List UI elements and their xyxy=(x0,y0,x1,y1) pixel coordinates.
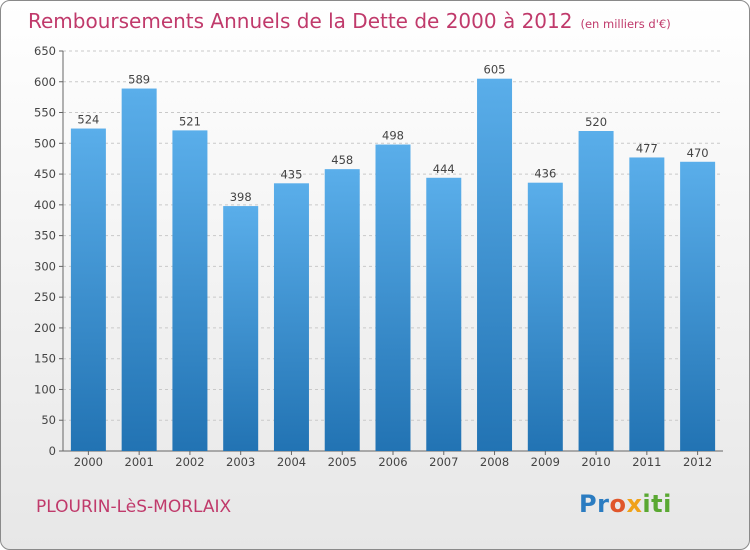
y-tick-label: 550 xyxy=(34,106,56,120)
x-tick-label: 2009 xyxy=(531,455,560,469)
x-tick-label: 2000 xyxy=(74,455,103,469)
bar-2007 xyxy=(426,177,462,451)
y-tick-label: 600 xyxy=(34,75,56,89)
y-tick-labels: 0 50 100 150 200 250 300 350 400 450 500 550 600 650 xyxy=(34,44,56,458)
data-label-2008: 605 xyxy=(484,63,506,77)
bar-2002 xyxy=(172,130,208,451)
data-label-2012: 470 xyxy=(687,146,709,160)
logo-part: o xyxy=(609,490,627,518)
y-tick-label: 200 xyxy=(34,321,56,335)
x-tick-labels: 2000 2001 2002 2003 2004 2005 2006 2007 2008 2009… xyxy=(74,455,713,469)
y-tick-label: 350 xyxy=(34,229,56,243)
bar-2001 xyxy=(121,88,157,452)
bar-2000 xyxy=(70,128,106,451)
y-tick-label: 450 xyxy=(34,167,56,181)
y-tick-label: 150 xyxy=(34,352,56,366)
proxiti-logo: Proxiti xyxy=(579,490,672,518)
data-label-2001: 589 xyxy=(128,73,150,87)
bar-2009 xyxy=(527,182,563,451)
bar-2010 xyxy=(578,131,614,451)
bar-2006 xyxy=(375,144,411,452)
data-label-2007: 444 xyxy=(433,162,455,176)
logo-part: Pr xyxy=(579,490,610,518)
y-tick-label: 0 xyxy=(49,444,56,458)
data-label-2003: 398 xyxy=(230,190,252,204)
y-tick-label: 50 xyxy=(41,413,56,427)
x-tick-label: 2012 xyxy=(683,455,712,469)
x-tick-label: 2011 xyxy=(632,455,661,469)
y-tick-label: 650 xyxy=(34,44,56,58)
bar-2003 xyxy=(223,206,259,451)
y-tick-label: 250 xyxy=(34,290,56,304)
bar-2005 xyxy=(324,169,360,451)
data-label-2000: 524 xyxy=(77,113,99,127)
data-label-2009: 436 xyxy=(534,167,556,181)
bar-2008 xyxy=(477,78,513,451)
x-tick-label: 2002 xyxy=(175,455,204,469)
chart-unit: (en milliers d'€) xyxy=(580,17,671,31)
chart-title-text: Remboursements Annuels de la Dette de 20… xyxy=(28,9,573,33)
commune-name: PLOURIN-LèS-MORLAIX xyxy=(36,497,232,517)
x-tick-label: 2003 xyxy=(226,455,255,469)
bar-2011 xyxy=(629,157,665,451)
data-label-2005: 458 xyxy=(331,153,353,167)
data-label-2004: 435 xyxy=(280,167,302,181)
data-label-2006: 498 xyxy=(382,129,404,143)
data-labels: 524 589 521 398 435 458 498 444 605 436 520 477 470 xyxy=(77,63,708,204)
x-tick-label: 2010 xyxy=(581,455,610,469)
logo-part: iti xyxy=(642,490,672,518)
y-tick-label: 100 xyxy=(34,382,56,396)
bar-2004 xyxy=(273,183,309,452)
x-tick-label: 2008 xyxy=(480,455,509,469)
x-tick-label: 2007 xyxy=(429,455,458,469)
x-tick-label: 2005 xyxy=(328,455,357,469)
data-label-2011: 477 xyxy=(636,141,658,155)
data-label-2002: 521 xyxy=(179,114,201,128)
bars xyxy=(70,78,716,452)
x-tick-label: 2001 xyxy=(125,455,154,469)
x-tick-label: 2006 xyxy=(378,455,407,469)
chart-title: Remboursements Annuels de la Dette de 20… xyxy=(28,9,671,33)
y-tick-label: 300 xyxy=(34,259,56,273)
y-tick-label: 500 xyxy=(34,136,56,150)
logo-part: x xyxy=(626,490,643,518)
bar-2012 xyxy=(680,161,716,451)
x-tick-label: 2004 xyxy=(277,455,306,469)
y-tick-label: 400 xyxy=(34,198,56,212)
data-label-2010: 520 xyxy=(585,115,607,129)
